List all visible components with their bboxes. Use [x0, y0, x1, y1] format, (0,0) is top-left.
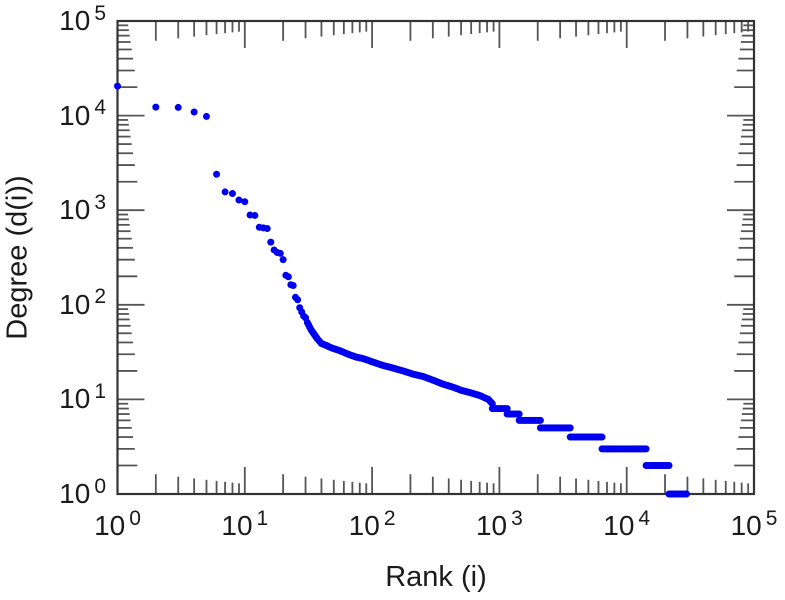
axis-ticks [117, 21, 754, 494]
x-axis-title: Rank (i) [385, 561, 487, 593]
y-axis-title: Degree (d(i)) [1, 175, 34, 340]
y-tick-label-10e0: 10 0 [59, 474, 106, 509]
x-tick-label-10e4: 10 4 [603, 506, 651, 541]
x-tick-label-10e2: 10 2 [348, 506, 396, 541]
x-tick-label-10e3: 10 3 [475, 506, 523, 541]
x-tick-label-10e1: 10 1 [221, 506, 269, 541]
data-points [114, 82, 691, 498]
y-tick-label-10e1: 10 1 [59, 380, 106, 415]
plot-frame [116, 19, 756, 496]
y-tick-label-10e3: 10 3 [59, 190, 106, 226]
x-tick-label-10e5: 10 5 [730, 506, 778, 541]
x-tick-label-10e0: 10 0 [94, 506, 141, 541]
y-tick-label-10e2: 10 2 [59, 285, 106, 320]
y-tick-label-10e4: 10 4 [59, 96, 106, 131]
y-tick-label-10e5: 10 5 [59, 1, 106, 36]
